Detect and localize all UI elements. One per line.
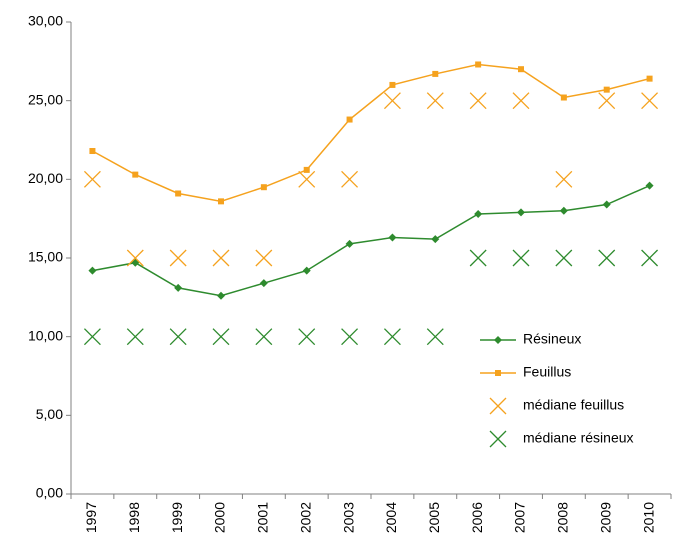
data-point bbox=[169, 249, 187, 267]
data-point bbox=[212, 328, 230, 346]
data-point bbox=[383, 92, 401, 110]
data-point bbox=[388, 233, 397, 242]
series-line bbox=[92, 184, 650, 297]
data-point bbox=[645, 181, 654, 190]
x-tick-label: 2001 bbox=[255, 502, 271, 533]
data-point bbox=[255, 328, 273, 346]
data-point bbox=[426, 328, 444, 346]
data-point bbox=[517, 208, 525, 217]
data-point bbox=[169, 328, 187, 346]
data-point bbox=[89, 148, 96, 155]
x-tick-label: 2002 bbox=[297, 502, 313, 533]
data-point bbox=[512, 92, 530, 110]
x-tick-label: 2000 bbox=[212, 502, 228, 533]
legend-label: Résineux bbox=[523, 331, 581, 347]
data-point bbox=[346, 116, 353, 123]
x-tick-label: 1997 bbox=[83, 502, 99, 533]
data-point bbox=[126, 249, 144, 267]
y-tick-label: 10,00 bbox=[28, 327, 63, 343]
data-point bbox=[646, 75, 653, 82]
data-point bbox=[260, 184, 267, 191]
data-point bbox=[302, 266, 311, 275]
y-tick-label: 5,00 bbox=[36, 406, 63, 422]
data-point bbox=[431, 235, 440, 244]
data-point bbox=[341, 170, 359, 188]
y-tick-label: 30,00 bbox=[28, 13, 63, 29]
data-point bbox=[88, 266, 97, 275]
data-point bbox=[298, 170, 316, 188]
data-point bbox=[555, 249, 573, 267]
data-point bbox=[341, 328, 359, 346]
data-point bbox=[389, 81, 396, 88]
data-point bbox=[174, 283, 183, 292]
y-tick-label: 15,00 bbox=[28, 249, 63, 265]
data-point bbox=[559, 206, 568, 215]
data-point bbox=[426, 92, 444, 110]
data-point bbox=[469, 92, 487, 110]
x-tick-label: 2008 bbox=[555, 502, 571, 533]
x-tick-label: 2007 bbox=[512, 502, 528, 533]
x-tick-label: 2005 bbox=[426, 502, 442, 533]
data-point bbox=[598, 249, 616, 267]
x-tick-label: 1999 bbox=[169, 502, 185, 533]
x-tick-label: 2010 bbox=[640, 502, 656, 533]
legend-label: médiane résineux bbox=[523, 430, 634, 446]
data-point bbox=[298, 328, 316, 346]
data-point bbox=[259, 279, 268, 288]
series-line bbox=[92, 63, 650, 203]
data-point bbox=[218, 198, 224, 205]
data-point bbox=[175, 190, 182, 197]
data-point bbox=[555, 170, 573, 188]
legend-marker bbox=[489, 430, 507, 448]
data-point bbox=[641, 249, 659, 267]
data-point bbox=[83, 170, 101, 188]
data-point bbox=[641, 92, 659, 110]
data-point bbox=[217, 291, 225, 300]
data-point bbox=[598, 92, 616, 110]
x-tick-label: 2004 bbox=[383, 502, 399, 533]
data-point bbox=[512, 249, 530, 267]
data-point bbox=[474, 209, 483, 218]
y-tick-label: 25,00 bbox=[28, 91, 63, 107]
legend-label: médiane feuillus bbox=[523, 397, 624, 413]
data-point bbox=[132, 171, 139, 178]
legend-marker bbox=[495, 370, 501, 376]
data-point bbox=[303, 166, 310, 173]
data-point bbox=[212, 249, 230, 267]
data-point bbox=[603, 86, 610, 93]
legend-marker bbox=[489, 397, 507, 415]
data-point bbox=[560, 94, 567, 101]
data-point bbox=[469, 249, 487, 267]
data-point bbox=[345, 239, 354, 248]
data-point bbox=[126, 328, 144, 346]
data-point bbox=[518, 66, 524, 73]
data-point bbox=[255, 249, 273, 267]
data-point bbox=[475, 61, 482, 68]
x-tick-label: 2003 bbox=[340, 502, 356, 533]
data-point bbox=[383, 328, 401, 346]
data-point bbox=[602, 200, 611, 209]
legend-label: Feuillus bbox=[523, 364, 571, 380]
y-tick-label: 20,00 bbox=[28, 170, 63, 186]
x-tick-label: 2009 bbox=[597, 502, 613, 533]
data-point bbox=[432, 70, 439, 77]
y-tick-label: 0,00 bbox=[36, 485, 63, 501]
data-point bbox=[83, 328, 101, 346]
x-tick-label: 1998 bbox=[126, 502, 142, 533]
legend-marker bbox=[494, 336, 502, 344]
x-tick-label: 2006 bbox=[469, 502, 485, 533]
